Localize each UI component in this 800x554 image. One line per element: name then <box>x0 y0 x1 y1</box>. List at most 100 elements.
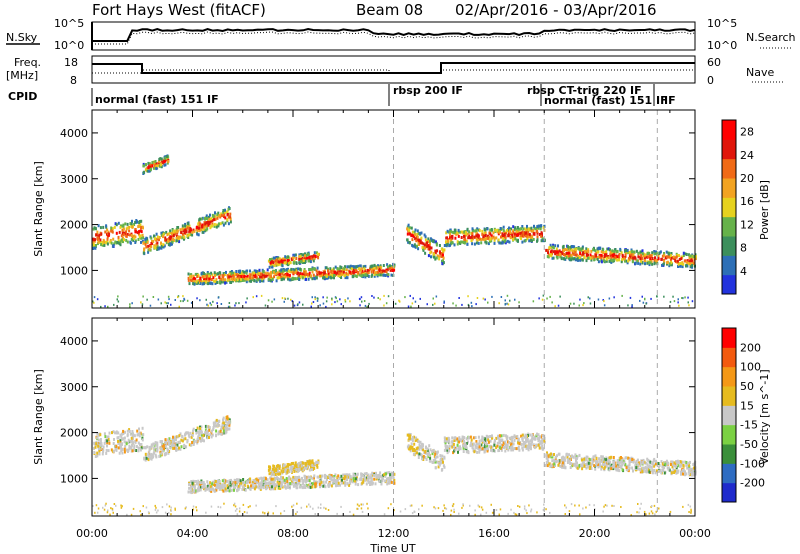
power-heatmap-cell <box>299 254 302 258</box>
vel-heatmap-cell <box>327 476 330 479</box>
power-heatmap-cell <box>424 238 427 242</box>
vel-heatmap-cell <box>337 474 340 478</box>
power-heatmap-cell <box>435 240 437 244</box>
vel-heatmap-cell <box>156 448 159 452</box>
power-heatmap-cell <box>269 275 272 278</box>
power-ground-cell <box>383 294 385 297</box>
vel-heatmap-cell <box>415 436 418 440</box>
power-heatmap-cell <box>272 261 275 265</box>
vel-heatmap-cell <box>258 477 261 481</box>
vel-heatmap-cell <box>308 482 311 486</box>
power-heatmap-cell <box>488 239 491 243</box>
power-heatmap-cell <box>589 256 592 260</box>
vel-heatmap-cell <box>300 483 303 487</box>
power-heatmap-cell <box>557 244 559 248</box>
power-heatmap-cell <box>207 282 209 286</box>
vel-heatmap-cell <box>417 440 420 443</box>
power-heatmap-cell <box>426 241 429 245</box>
power-heatmap-cell <box>348 265 350 269</box>
power-heatmap-cell <box>156 244 159 248</box>
vel-heatmap-cell <box>486 445 488 448</box>
power-heatmap-cell <box>630 253 633 257</box>
vel-heatmap-cell <box>356 473 359 477</box>
vel-heatmap-cell <box>194 489 197 493</box>
power-heatmap-cell <box>430 250 433 254</box>
vel-heatmap-cell <box>330 484 333 488</box>
power-heatmap-cell <box>498 241 501 245</box>
power-heatmap-cell <box>606 247 609 251</box>
power-ground-cell <box>458 297 460 299</box>
vel-heatmap-cell <box>132 432 134 436</box>
vel-heatmap-cell <box>291 478 294 482</box>
vel-heatmap-cell <box>199 439 202 443</box>
vel-heatmap-cell <box>284 486 287 490</box>
power-heatmap-cell <box>358 268 361 272</box>
vel-heatmap-cell <box>192 490 195 494</box>
power-heatmap-cell <box>639 250 642 254</box>
power-heatmap-cell <box>240 277 242 281</box>
power-heatmap-cell <box>133 223 136 226</box>
vel-heatmap-cell <box>537 439 540 442</box>
vel-heatmap-cell <box>520 442 523 446</box>
vel-heatmap-cell <box>473 450 476 454</box>
power-heatmap-cell <box>450 238 453 242</box>
power-heatmap-cell <box>429 239 431 243</box>
power-ground-cell <box>582 304 584 307</box>
power-heatmap-cell <box>528 232 531 236</box>
vel-heatmap-cell <box>504 442 507 446</box>
power-heatmap-cell <box>531 235 534 239</box>
vel-heatmap-cell <box>498 449 500 452</box>
vel-heatmap-cell <box>348 483 351 487</box>
power-heatmap-cell <box>575 248 578 252</box>
vel-heatmap-cell <box>224 479 227 483</box>
vel-heatmap-cell <box>671 465 674 469</box>
vel-heatmap-cell <box>228 480 231 483</box>
power-heatmap-cell <box>637 251 640 255</box>
power-heatmap-cell <box>183 235 186 239</box>
power-heatmap-cell <box>98 233 101 237</box>
vel-heatmap-cell <box>316 465 319 469</box>
power-heatmap-cell <box>232 271 235 275</box>
vel-heatmap-cell <box>465 446 468 449</box>
power-heatmap-cell <box>187 278 190 282</box>
power-heatmap-cell <box>475 241 478 245</box>
power-heatmap-cell <box>685 260 688 264</box>
power-heatmap-cell <box>416 244 418 248</box>
vel-heatmap-cell <box>386 482 389 486</box>
power-heatmap-cell <box>448 244 451 248</box>
power-ground-cell <box>325 305 327 308</box>
power-ground-cell <box>186 299 189 302</box>
vel-heatmap-cell <box>429 456 432 460</box>
vel-heatmap-cell <box>242 485 245 489</box>
vel-heatmap-cell <box>484 447 487 451</box>
power-heatmap-cell <box>124 222 127 226</box>
vel-heatmap-cell <box>242 481 245 484</box>
vel-heatmap-cell <box>271 470 274 474</box>
vel-heatmap-cell <box>110 448 113 452</box>
power-ground-cell <box>361 300 363 303</box>
colorbar-tick-label: 28 <box>740 126 754 139</box>
power-heatmap-cell <box>144 237 147 241</box>
power-ground-cell <box>205 298 207 301</box>
power-heatmap-cell <box>540 239 543 243</box>
vel-heatmap-cell <box>108 440 111 444</box>
vel-heatmap-cell <box>254 478 257 482</box>
power-heatmap-cell <box>92 247 95 250</box>
vel-heatmap-cell <box>504 434 507 438</box>
power-heatmap-cell <box>114 222 117 226</box>
power-heatmap-cell <box>502 237 505 241</box>
power-ground-cell <box>252 296 254 299</box>
vel-heatmap-cell <box>226 484 229 488</box>
power-heatmap-cell <box>416 235 419 239</box>
vel-heatmap-cell <box>173 446 176 450</box>
vel-heatmap-cell <box>660 471 663 475</box>
vel-heatmap-cell <box>416 446 419 450</box>
power-heatmap-cell <box>187 236 190 239</box>
power-heatmap-cell <box>576 253 579 257</box>
vel-heatmap-cell <box>93 441 96 445</box>
power-heatmap-cell <box>626 261 629 265</box>
vel-heatmap-cell <box>422 443 424 447</box>
power-heatmap-cell <box>592 248 595 252</box>
power-heatmap-cell <box>144 242 147 246</box>
vel-heatmap-cell <box>320 480 323 484</box>
